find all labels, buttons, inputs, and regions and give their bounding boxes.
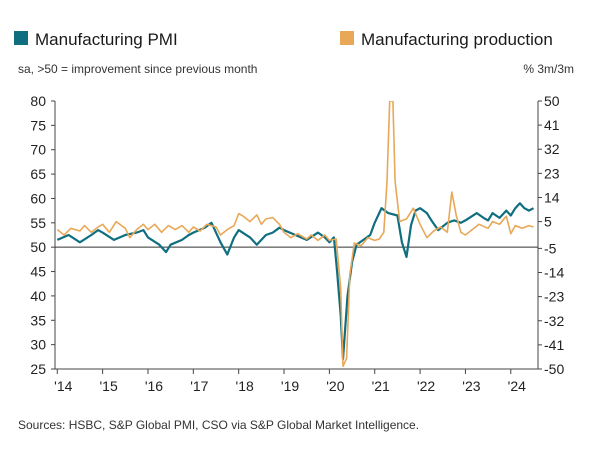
right-tick-label: -41 <box>544 337 564 353</box>
right-tick-label: 32 <box>544 141 560 157</box>
right-tick-label: -50 <box>544 361 564 377</box>
plot-area: 25 30 35 40 45 50 55 60 65 70 75 80 -50 -41 -32 -23 -14 -… <box>30 93 564 394</box>
source-note: Sources: HSBC, S&P Global PMI, CSO via S… <box>18 418 419 432</box>
legend-label-pmi: Manufacturing PMI <box>35 30 178 49</box>
legend-swatch-pmi <box>14 31 28 45</box>
production-series-line <box>56 101 534 368</box>
left-axis-subtitle: sa, >50 = improvement since previous mon… <box>18 62 257 76</box>
left-tick-label: 60 <box>30 190 46 206</box>
left-tick-label: 55 <box>30 215 46 231</box>
pmi-series-line <box>56 202 535 361</box>
right-tick-label: 50 <box>544 93 560 109</box>
right-tick-label: 5 <box>544 214 552 230</box>
x-tick-label: '14 <box>54 378 72 394</box>
x-tick-label: '20 <box>326 378 344 394</box>
left-tick-label: 80 <box>30 93 46 109</box>
right-tick-label: -23 <box>544 289 564 305</box>
right-tick-label: -32 <box>544 313 564 329</box>
x-tick-label: '17 <box>190 378 208 394</box>
left-tick-label: 40 <box>30 288 46 304</box>
right-tick-label: 23 <box>544 165 560 181</box>
left-tick-label: 25 <box>30 361 46 377</box>
left-tick-label: 35 <box>30 312 46 328</box>
x-tick-label: '21 <box>372 378 390 394</box>
left-tick-label: 45 <box>30 264 46 280</box>
x-tick-label: '15 <box>99 378 117 394</box>
legend-label-production: Manufacturing production <box>361 30 553 49</box>
right-tick-label: 14 <box>544 189 560 205</box>
x-tick-label: '18 <box>236 378 254 394</box>
left-tick-label: 75 <box>30 117 46 133</box>
right-tick-label: -5 <box>544 240 557 256</box>
left-tick-label: 30 <box>30 337 46 353</box>
right-axis-subtitle: % 3m/3m <box>523 62 574 76</box>
x-tick-label: '24 <box>508 378 526 394</box>
x-tick-label: '23 <box>462 378 480 394</box>
x-tick-label: '19 <box>281 378 299 394</box>
left-tick-label: 65 <box>30 166 46 182</box>
left-tick-label: 70 <box>30 142 46 158</box>
x-tick-label: '22 <box>417 378 435 394</box>
left-tick-label: 50 <box>30 239 46 255</box>
legend-swatch-production <box>340 31 354 45</box>
right-tick-label: -14 <box>544 265 564 281</box>
x-tick-label: '16 <box>145 378 163 394</box>
right-tick-label: 41 <box>544 117 560 133</box>
